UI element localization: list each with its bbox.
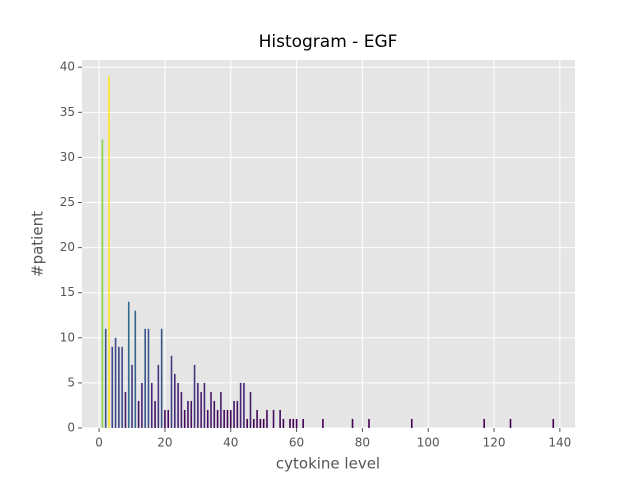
y-tick-label: 0 xyxy=(67,421,75,435)
x-tick-label: 100 xyxy=(417,436,440,450)
bar xyxy=(351,418,354,428)
bar xyxy=(187,400,189,428)
bar xyxy=(127,301,130,428)
bar xyxy=(282,418,285,428)
bar xyxy=(131,364,133,428)
bar xyxy=(114,337,117,428)
bar xyxy=(243,382,245,428)
bar xyxy=(160,328,163,428)
bar xyxy=(322,418,324,428)
bar xyxy=(216,409,219,428)
bar xyxy=(147,328,150,428)
bar xyxy=(180,391,183,428)
bar xyxy=(193,364,196,428)
bar xyxy=(206,409,209,428)
bar xyxy=(213,400,216,428)
bar xyxy=(249,391,252,428)
x-tick-label: 20 xyxy=(157,436,172,450)
bar xyxy=(118,346,120,428)
x-axis-label: cytokine level xyxy=(276,455,380,473)
bar xyxy=(292,418,295,428)
bar xyxy=(233,400,235,428)
bar xyxy=(203,382,206,428)
y-tick-label: 25 xyxy=(60,195,75,209)
bar xyxy=(256,409,258,428)
bar xyxy=(121,346,123,428)
bar xyxy=(197,382,199,428)
bar xyxy=(226,409,229,428)
bar xyxy=(101,139,104,428)
bar xyxy=(295,418,298,428)
bar xyxy=(410,418,413,428)
x-tick-label: 140 xyxy=(548,436,571,450)
x-tick-label: 0 xyxy=(95,436,103,450)
bar xyxy=(164,409,166,428)
bar xyxy=(150,382,153,428)
bar xyxy=(266,409,268,428)
x-tick-label: 120 xyxy=(483,436,506,450)
y-tick-label: 30 xyxy=(60,150,75,164)
bar xyxy=(144,328,146,428)
x-tick-label: 40 xyxy=(223,436,238,450)
bar xyxy=(154,400,156,428)
bar xyxy=(200,391,202,428)
bar xyxy=(246,418,249,428)
grid xyxy=(82,60,575,429)
bar xyxy=(190,400,193,428)
bar xyxy=(483,418,485,428)
bar xyxy=(229,409,232,428)
bar xyxy=(111,346,114,428)
bar xyxy=(174,373,176,428)
y-tick-label: 5 xyxy=(67,375,75,389)
bar xyxy=(368,418,370,428)
y-tick-label: 40 xyxy=(60,60,75,74)
bar xyxy=(170,355,173,428)
bars xyxy=(101,76,555,428)
bar xyxy=(104,328,107,428)
y-tick-label: 15 xyxy=(60,285,75,299)
bar xyxy=(183,409,186,428)
bar xyxy=(220,391,222,428)
bar xyxy=(236,400,239,428)
bar xyxy=(252,418,255,428)
y-tick-label: 20 xyxy=(60,240,75,254)
y-tick-label: 35 xyxy=(60,105,75,119)
y-tick-label: 10 xyxy=(60,330,75,344)
bar xyxy=(509,418,512,428)
bar xyxy=(259,418,262,428)
bar xyxy=(134,310,137,428)
x-tick-label: 80 xyxy=(355,436,370,450)
bar xyxy=(223,409,225,428)
bar xyxy=(279,409,281,428)
bar xyxy=(272,409,275,428)
bar xyxy=(124,391,127,428)
plot-area xyxy=(82,60,575,428)
y-axis-label: #patient xyxy=(29,211,47,277)
chart-title: Histogram - EGF xyxy=(259,32,398,52)
bar xyxy=(289,418,291,428)
bar xyxy=(157,364,160,428)
bar xyxy=(177,382,179,428)
bar xyxy=(262,418,265,428)
bar xyxy=(552,418,555,428)
bar xyxy=(108,76,110,428)
bar xyxy=(302,418,304,428)
x-tick-label: 60 xyxy=(289,436,304,450)
bar xyxy=(141,382,143,428)
bar xyxy=(167,409,170,428)
bar xyxy=(210,391,212,428)
bar xyxy=(239,382,242,428)
bar xyxy=(137,400,140,428)
